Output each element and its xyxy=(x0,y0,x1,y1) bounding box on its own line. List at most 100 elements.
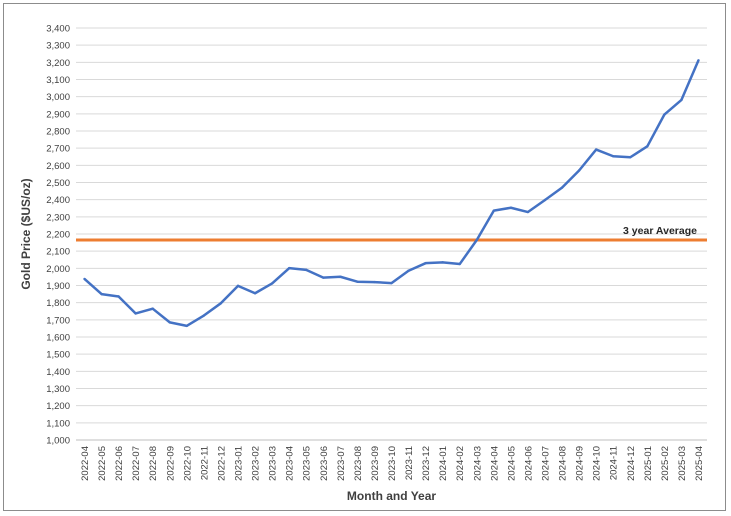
data-point xyxy=(236,284,240,288)
data-point xyxy=(287,266,291,270)
data-points xyxy=(83,59,700,328)
data-point xyxy=(356,280,359,283)
y-tick-label: 3,000 xyxy=(46,92,70,103)
data-point xyxy=(270,282,274,285)
data-point xyxy=(697,59,700,62)
data-point xyxy=(629,156,632,159)
y-tick-label: 2,800 xyxy=(46,127,70,138)
average-line-label: 3 year Average xyxy=(623,225,697,237)
x-tick-label: 2023-05 xyxy=(302,446,313,481)
y-tick-label: 1,300 xyxy=(46,384,70,395)
x-tick-label: 2024-04 xyxy=(489,446,500,481)
y-tick-label: 1,600 xyxy=(46,333,70,344)
data-point xyxy=(373,280,376,284)
data-point xyxy=(134,312,137,315)
x-tick-label: 2024-03 xyxy=(472,446,483,481)
data-point xyxy=(560,186,564,189)
y-tick-label: 3,100 xyxy=(46,75,70,86)
x-tick-label: 2022-11 xyxy=(199,446,210,480)
data-point xyxy=(458,262,461,266)
x-tick-label: 2022-06 xyxy=(114,446,125,481)
data-point xyxy=(100,292,103,296)
y-tick-label: 1,200 xyxy=(46,401,70,412)
x-tick-label: 2022-12 xyxy=(216,446,227,481)
x-axis-tick-labels: 2022-04 2022-05 2022-06 2022-07 2022-08 2022-… xyxy=(80,446,705,481)
x-tick-label: 2023-03 xyxy=(268,446,279,481)
data-point xyxy=(594,148,598,151)
y-tick-label: 3,300 xyxy=(46,41,70,52)
x-tick-label: 2023-09 xyxy=(370,446,381,481)
x-tick-label: 2024-12 xyxy=(626,446,637,481)
y-tick-label: 3,200 xyxy=(46,58,70,69)
chart-frame xyxy=(3,3,726,511)
y-tick-label: 1,500 xyxy=(46,350,70,361)
y-tick-label: 1,100 xyxy=(46,418,70,429)
y-tick-label: 1,000 xyxy=(46,436,70,447)
data-point xyxy=(202,314,206,317)
data-point xyxy=(475,238,478,242)
y-tick-label: 2,000 xyxy=(46,264,70,275)
data-point xyxy=(407,269,410,272)
data-point xyxy=(526,210,530,214)
x-tick-label: 2023-08 xyxy=(353,446,364,481)
y-tick-label: 2,100 xyxy=(46,247,70,258)
data-point xyxy=(390,281,393,285)
x-tick-label: 2024-06 xyxy=(523,446,534,481)
x-axis-title: Month and Year xyxy=(347,489,436,503)
x-tick-label: 2023-01 xyxy=(234,446,245,481)
y-tick-label: 3,400 xyxy=(46,24,70,35)
x-tick-label: 2022-04 xyxy=(80,446,91,481)
data-point xyxy=(424,261,427,265)
data-point xyxy=(612,155,615,158)
data-point xyxy=(168,321,171,324)
y-tick-label: 1,400 xyxy=(46,367,70,378)
x-tick-label: 2024-07 xyxy=(541,446,552,481)
x-tick-label: 2023-04 xyxy=(285,446,296,481)
y-tick-label: 2,300 xyxy=(46,212,70,223)
data-point xyxy=(151,307,154,310)
y-axis-tick-labels: 1,000 1,100 1,200 1,300 1,400 1,500 1,600 1,700… xyxy=(46,24,70,447)
y-tick-label: 1,700 xyxy=(46,315,70,326)
data-point xyxy=(492,209,496,212)
data-point xyxy=(185,324,189,328)
data-point xyxy=(680,98,683,102)
data-point xyxy=(646,145,649,148)
y-tick-label: 2,700 xyxy=(46,144,70,155)
x-tick-label: 2022-10 xyxy=(182,446,193,481)
data-point xyxy=(509,206,513,209)
x-tick-label: 2025-04 xyxy=(694,446,705,481)
x-tick-label: 2023-12 xyxy=(421,446,432,481)
y-tick-label: 1,800 xyxy=(46,298,70,309)
data-point xyxy=(322,276,325,279)
y-axis-title: Gold Price ($US/oz) xyxy=(19,178,33,289)
x-tick-label: 2025-02 xyxy=(660,446,671,481)
data-point xyxy=(663,113,666,116)
data-point xyxy=(339,275,342,278)
data-point xyxy=(543,198,547,202)
x-tick-label: 2022-09 xyxy=(165,446,176,481)
data-point xyxy=(577,169,581,172)
data-point xyxy=(117,295,120,298)
data-point xyxy=(305,268,308,272)
x-tick-label: 2024-02 xyxy=(455,446,466,481)
data-point xyxy=(441,261,444,264)
x-tick-label: 2023-10 xyxy=(387,446,398,481)
y-tick-label: 2,900 xyxy=(46,109,70,120)
gold-price-series-line xyxy=(83,59,700,328)
x-tick-label: 2022-07 xyxy=(131,446,142,481)
x-tick-label: 2024-08 xyxy=(558,446,569,481)
x-tick-label: 2023-11 xyxy=(404,446,415,480)
x-tick-label: 2024-09 xyxy=(575,446,586,481)
y-tick-label: 2,500 xyxy=(46,178,70,189)
x-tick-label: 2023-02 xyxy=(251,446,262,481)
x-tick-label: 2023-07 xyxy=(336,446,347,481)
x-tick-label: 2025-03 xyxy=(677,446,688,481)
y-tick-label: 1,900 xyxy=(46,281,70,292)
gridlines xyxy=(76,27,707,424)
x-tick-label: 2024-10 xyxy=(592,446,603,481)
data-point xyxy=(219,301,223,305)
data-point xyxy=(83,277,86,281)
x-tick-label: 2022-05 xyxy=(97,446,108,481)
x-tick-label: 2025-01 xyxy=(643,446,654,481)
